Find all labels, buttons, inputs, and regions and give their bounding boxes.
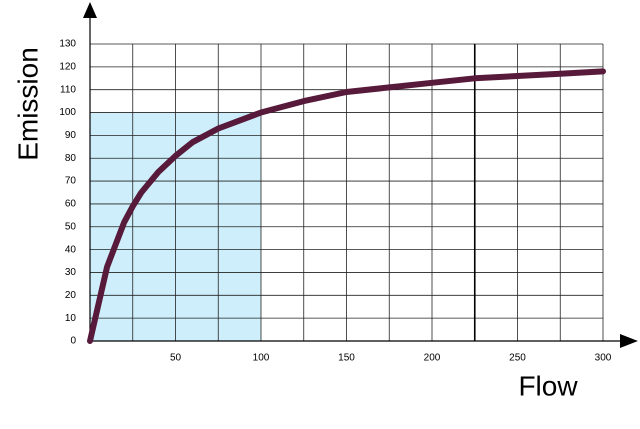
y-tick-label: 30 <box>65 267 77 278</box>
y-axis-arrow <box>83 2 97 18</box>
y-tick-label: 60 <box>65 199 77 210</box>
x-tick-label: 150 <box>338 353 355 364</box>
y-axis-label: Emission <box>12 47 43 161</box>
y-tick-label: 10 <box>65 313 77 324</box>
y-tick-label: 0 <box>70 336 76 347</box>
y-tick-label: 70 <box>65 176 77 187</box>
x-axis-arrow <box>620 334 638 348</box>
x-tick-label: 200 <box>424 353 441 364</box>
y-tick-label: 100 <box>59 107 76 118</box>
x-tick-label: 50 <box>170 353 182 364</box>
x-axis-label: Flow <box>518 370 578 401</box>
y-tick-label: 130 <box>59 39 76 50</box>
y-tick-label: 20 <box>65 290 77 301</box>
y-tick-label: 80 <box>65 153 77 164</box>
x-tick-label: 100 <box>253 353 270 364</box>
y-tick-label: 120 <box>59 61 76 72</box>
data-line <box>87 68 606 344</box>
y-tick-label: 50 <box>65 221 77 232</box>
x-tick-label: 300 <box>595 353 612 364</box>
y-tick-label: 110 <box>60 84 76 95</box>
y-tick-label: 90 <box>65 130 77 141</box>
y-tick-label: 40 <box>65 244 77 255</box>
x-tick-label: 250 <box>509 353 526 364</box>
